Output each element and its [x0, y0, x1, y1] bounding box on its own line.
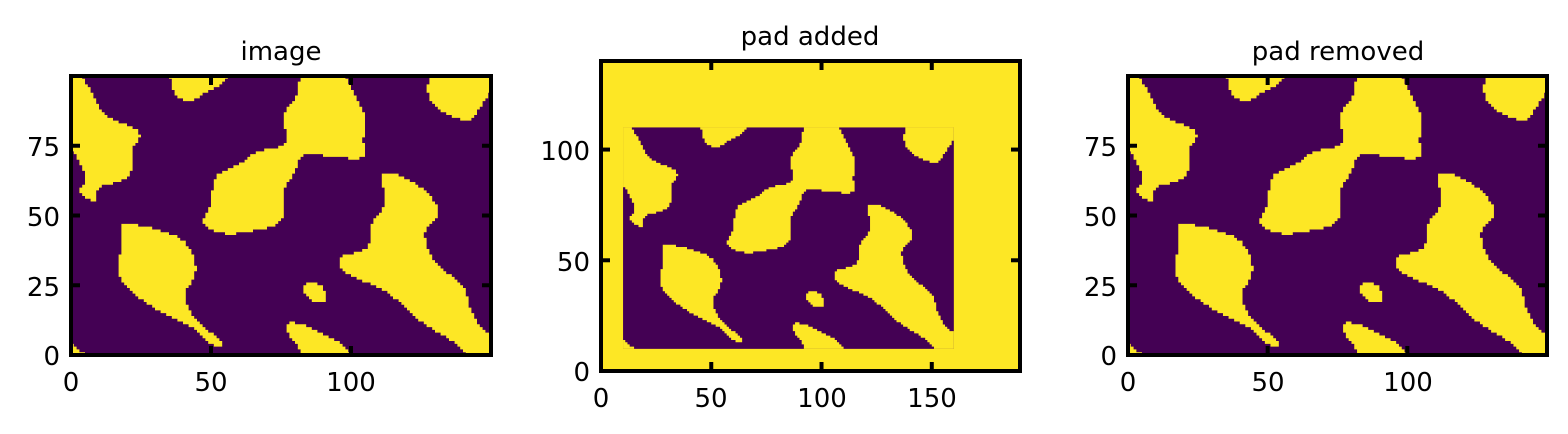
y-tick-label: 50 [557, 248, 590, 278]
y-tick-label: 0 [573, 358, 590, 388]
heatmap-plot [1128, 76, 1547, 355]
panel-pad-added: pad added 0 50 100 150 0 50 100 [540, 22, 1022, 414]
heatmap-plot [601, 61, 1020, 371]
y-tick-label: 75 [1084, 133, 1117, 163]
y-tick-label: 75 [27, 133, 60, 163]
y-tick-label: 25 [27, 273, 60, 303]
y-tick-label: 50 [1084, 203, 1117, 233]
x-tick-label: 150 [907, 384, 957, 414]
x-tick-label: 50 [1251, 368, 1284, 398]
panel-image: image 0 50 100 0 25 50 75 [27, 37, 493, 398]
panel-title: pad added [741, 22, 880, 52]
x-tick-label: 0 [593, 384, 610, 414]
panel-title: pad removed [1252, 37, 1424, 67]
y-tick-label: 25 [1084, 273, 1117, 303]
y-tick-label: 0 [1100, 342, 1117, 372]
heatmap-cells [1128, 76, 1547, 355]
x-tick-label: 100 [1383, 368, 1433, 398]
x-tick-label: 50 [194, 368, 227, 398]
panel-title: image [241, 37, 322, 67]
heatmap-cells [70, 76, 491, 355]
x-tick-label: 50 [694, 384, 727, 414]
x-tick-label: 0 [1120, 368, 1137, 398]
panel-pad-removed: pad removed 0 50 100 0 25 50 75 [1084, 37, 1549, 398]
y-tick-label: 100 [540, 137, 590, 167]
heatmap-cells [623, 127, 954, 349]
y-tick-label: 0 [43, 342, 60, 372]
tick-marks [1126, 76, 1547, 357]
y-tick-label: 50 [27, 203, 60, 233]
axes-frame [599, 59, 1022, 373]
heatmap-plot [70, 76, 491, 355]
x-tick-label: 100 [326, 368, 376, 398]
tick-marks [599, 61, 1020, 373]
x-tick-label: 0 [63, 368, 80, 398]
x-tick-label: 100 [797, 384, 847, 414]
tick-marks [69, 76, 491, 357]
